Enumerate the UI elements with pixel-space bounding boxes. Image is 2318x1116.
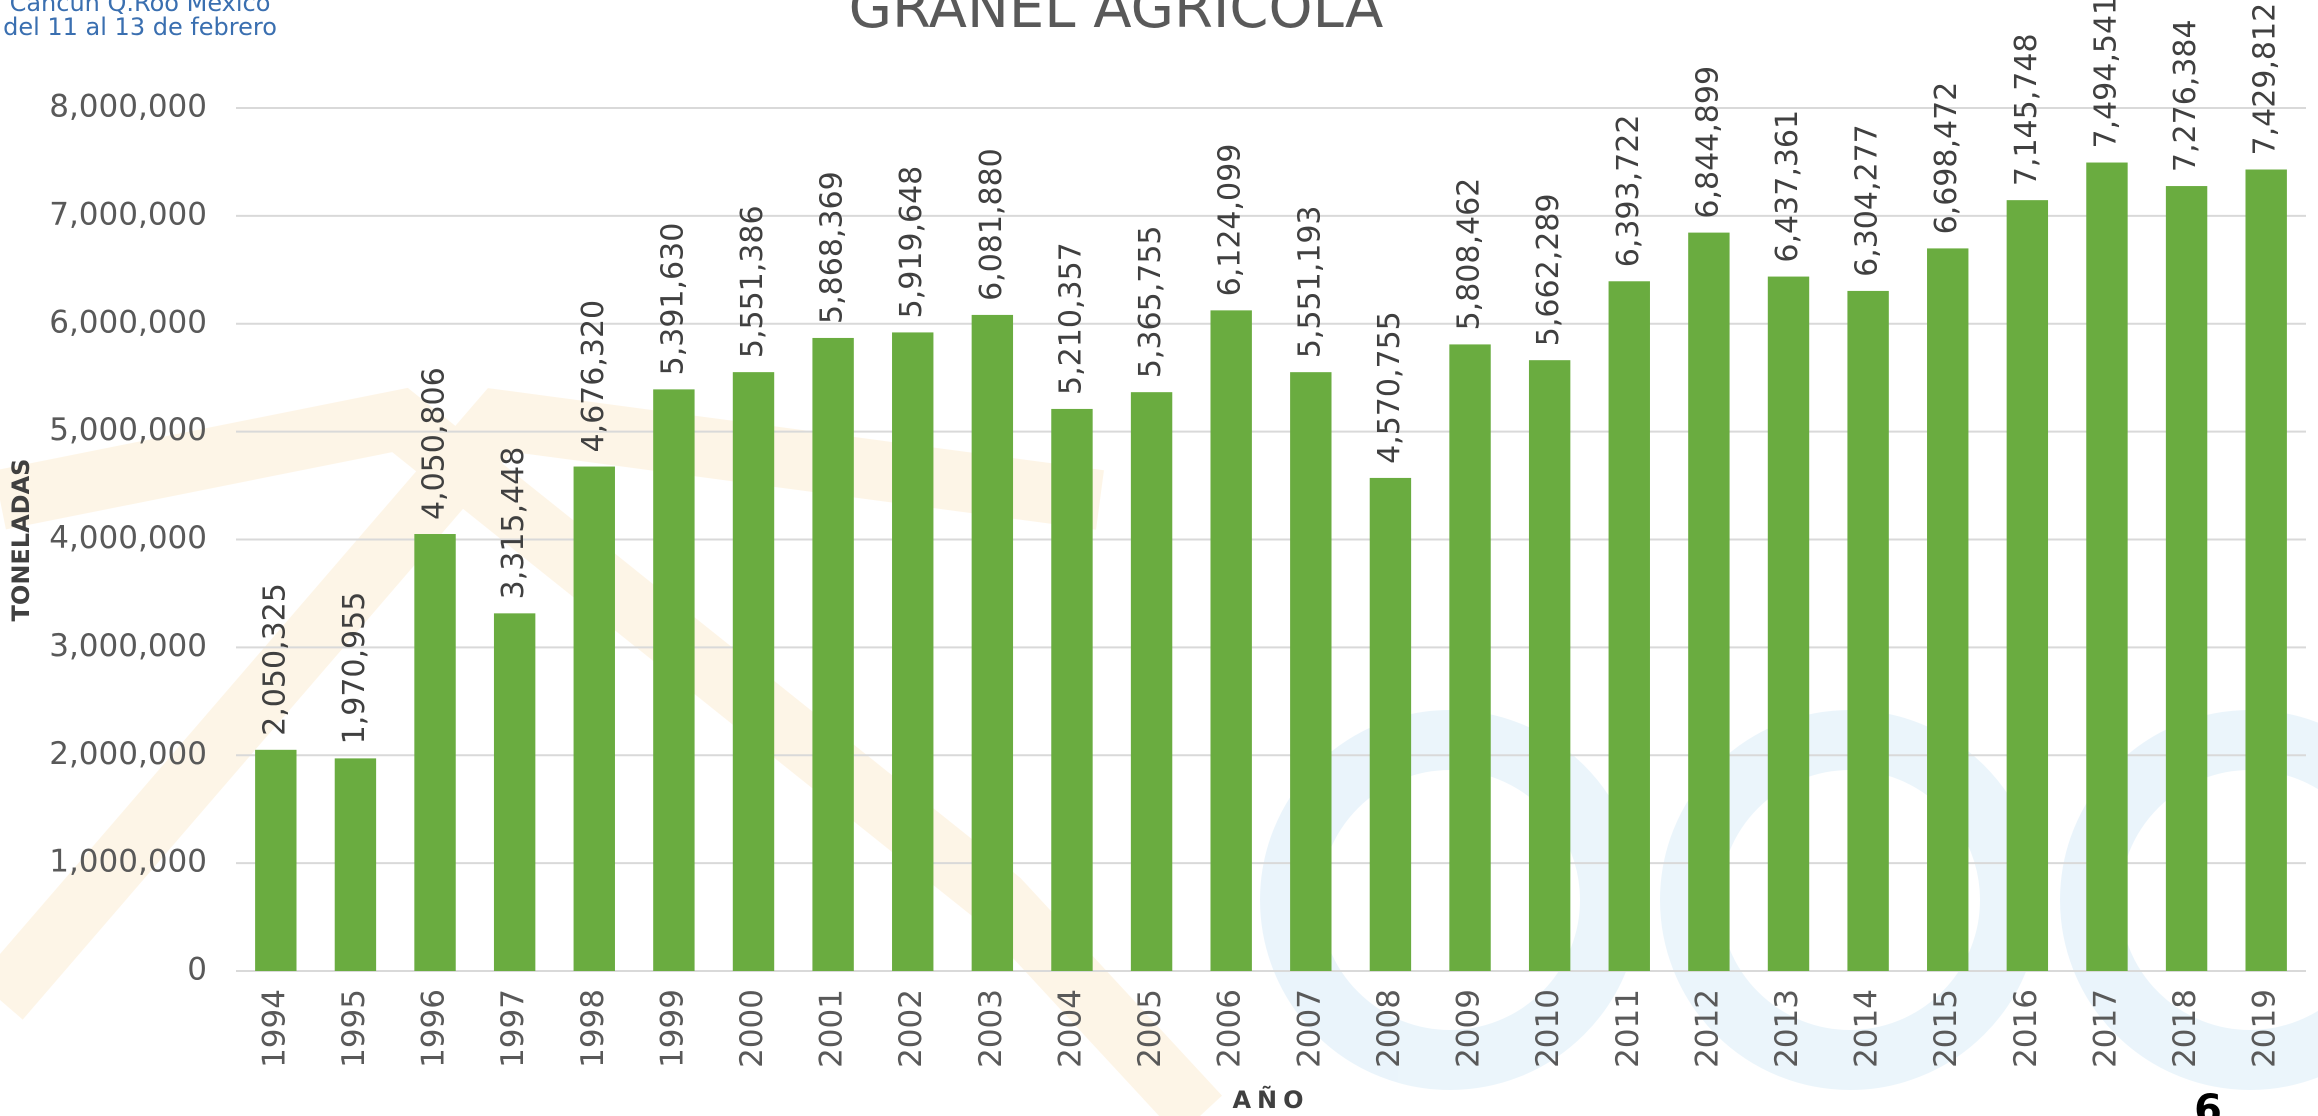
value-label: 6,081,880: [974, 148, 1009, 301]
x-tick-label: 2005: [1132, 989, 1168, 1068]
value-label: 5,551,193: [1292, 205, 1327, 358]
x-tick-label: 2008: [1371, 989, 1407, 1068]
event-line: Cancún Q.Roo México: [10, 0, 271, 17]
value-label: 4,570,755: [1372, 311, 1407, 464]
x-axis-title: AÑO: [1232, 1085, 1309, 1114]
y-axis-title: TONELADAS: [7, 459, 35, 622]
bar: [1767, 276, 1810, 971]
bar: [812, 337, 854, 971]
value-label: 7,429,812: [2248, 3, 2283, 156]
y-tick-label: 1,000,000: [49, 844, 207, 880]
value-label: 6,437,361: [1770, 110, 1805, 263]
value-label: 2,050,325: [257, 583, 292, 736]
x-tick-label: 2004: [1052, 989, 1088, 1068]
y-tick-label: 4,000,000: [49, 520, 207, 556]
value-label: 3,315,448: [496, 447, 531, 600]
value-label: 4,050,806: [417, 367, 452, 520]
value-label: 5,365,755: [1133, 225, 1168, 378]
chart-title: GRANEL AGRÍCOLA: [849, 0, 1384, 41]
x-tick-label: 2019: [2247, 989, 2283, 1068]
x-tick-label: 2006: [1212, 989, 1248, 1068]
bar: [1847, 290, 1889, 971]
bar: [1449, 344, 1491, 971]
value-label: 5,919,648: [894, 166, 929, 319]
bar: [1130, 392, 1173, 971]
x-tick-label: 1997: [495, 989, 531, 1068]
x-tick-label: 2000: [734, 989, 770, 1068]
y-tick-label: 7,000,000: [49, 196, 207, 232]
value-label: 5,551,386: [735, 205, 770, 358]
value-label: 6,844,899: [1690, 66, 1725, 219]
bar: [2165, 186, 2208, 972]
y-tick-label: 2,000,000: [49, 736, 207, 772]
x-tick-label: 1996: [416, 989, 452, 1068]
bar: [573, 466, 615, 971]
bar: [732, 372, 775, 971]
bar: [892, 332, 934, 971]
value-label: 4,676,320: [576, 300, 611, 453]
bar: [1608, 281, 1650, 972]
x-tick-label: 2010: [1530, 989, 1566, 1068]
x-tick-label: 1994: [256, 989, 292, 1068]
x-tick-label: 2015: [1928, 989, 1964, 1068]
y-tick-label: 6,000,000: [49, 304, 207, 340]
bar: [653, 389, 695, 971]
bar: [1210, 310, 1252, 972]
x-tick-label: 2017: [2087, 989, 2123, 1068]
y-tick-label: 0: [187, 952, 207, 988]
x-tick-label: 1995: [336, 989, 372, 1068]
value-label: 6,124,099: [1213, 144, 1248, 297]
bar: [1927, 248, 1969, 971]
x-tick-label: 2011: [1610, 989, 1646, 1068]
value-label: 1,970,955: [337, 592, 372, 745]
bar: [1051, 408, 1093, 971]
value-label: 6,393,722: [1611, 115, 1646, 268]
y-tick-label: 8,000,000: [49, 89, 207, 125]
x-tick-label: 2002: [893, 989, 929, 1068]
value-label: 6,304,277: [1850, 124, 1885, 277]
bar: [334, 758, 377, 971]
bar: [1528, 360, 1571, 972]
value-label: 5,868,369: [815, 171, 850, 324]
page-number: 6: [2194, 1087, 2222, 1116]
x-tick-label: 2014: [1849, 989, 1885, 1068]
x-tick-label: 2007: [1291, 989, 1327, 1068]
x-tick-label: 2003: [973, 989, 1009, 1068]
x-tick-label: 1998: [575, 989, 611, 1068]
y-tick-label: 5,000,000: [49, 412, 207, 448]
bar: [2086, 162, 2128, 972]
bar: [2245, 169, 2287, 971]
bar: [493, 613, 536, 971]
bar: [1688, 232, 1730, 972]
value-label: 5,391,630: [655, 223, 690, 376]
value-label: 7,494,541: [2088, 0, 2123, 149]
bar: [1369, 477, 1412, 971]
bar: [414, 534, 456, 971]
event-line: del 11 al 13 de febrero: [3, 13, 277, 41]
x-tick-label: 1999: [654, 989, 690, 1068]
x-tick-label: 2018: [2167, 989, 2203, 1068]
value-label: 5,210,357: [1053, 242, 1088, 395]
value-label: 5,662,289: [1531, 193, 1566, 346]
value-label: 5,808,462: [1452, 178, 1487, 331]
bar: [1290, 372, 1332, 972]
bar: [971, 314, 1014, 971]
x-tick-label: 2013: [1769, 989, 1805, 1068]
value-label: 7,276,384: [2168, 19, 2203, 172]
y-tick-label: 3,000,000: [49, 628, 207, 664]
value-label: 7,145,748: [2009, 33, 2044, 186]
bar: [255, 749, 297, 971]
x-tick-label: 2001: [814, 989, 850, 1068]
bar: [2006, 200, 2049, 971]
x-tick-label: 2016: [2008, 989, 2044, 1068]
x-tick-label: 2009: [1451, 989, 1487, 1068]
value-label: 6,698,472: [1929, 82, 1964, 235]
x-tick-label: 2012: [1689, 989, 1725, 1068]
